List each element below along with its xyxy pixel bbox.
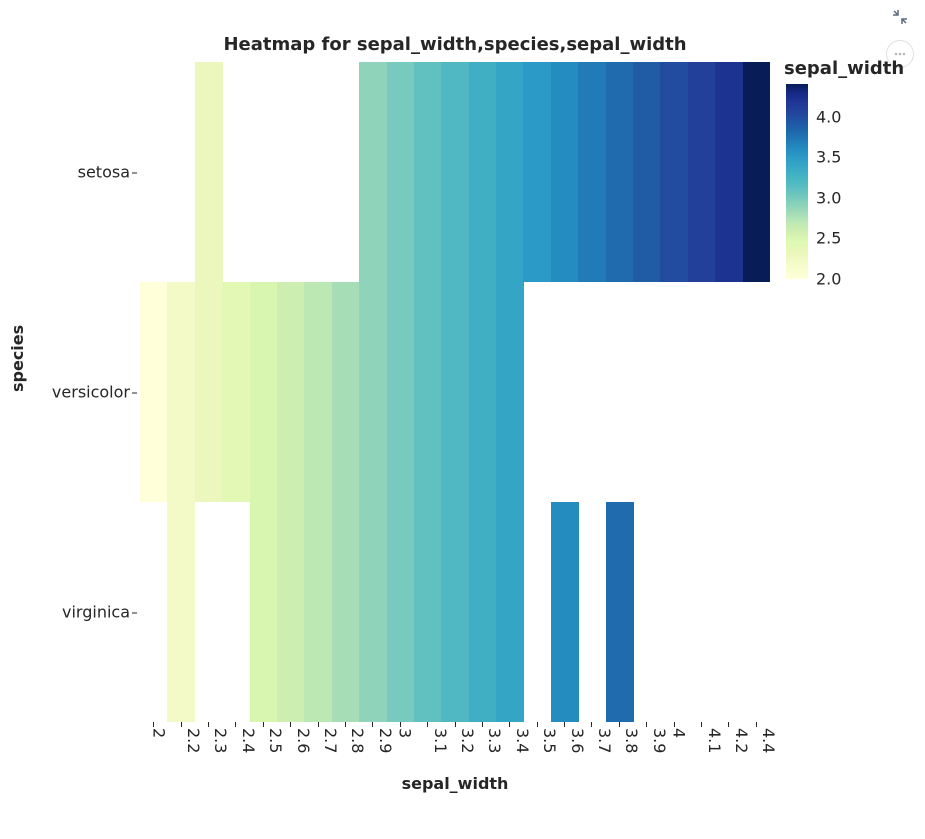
x-tick-label: 2.3: [212, 728, 231, 753]
x-tick-label: 2.8: [349, 728, 368, 753]
y-tick-label: virginica: [62, 603, 130, 622]
heatmap-cell: [441, 502, 469, 722]
heatmap-cell: [167, 502, 195, 722]
x-tick-label: 4.1: [705, 728, 724, 753]
colorbar-tick-label: 3.5: [816, 148, 841, 167]
heatmap-cell: [660, 62, 688, 282]
chart-title: Heatmap for sepal_width,species,sepal_wi…: [223, 34, 686, 55]
heatmap-cell: [304, 502, 332, 722]
colorbar-tick-label: 3.0: [816, 188, 841, 207]
heatmap-cell: [414, 502, 442, 722]
heatmap-cell: [332, 282, 360, 502]
heatmap-cell: [688, 62, 716, 282]
x-tick-label: 2.6: [294, 728, 313, 753]
x-tick-label: 3.5: [540, 728, 559, 753]
heatmap-cell: [414, 282, 442, 502]
heatmap-cell: [387, 502, 415, 722]
heatmap-cell: [441, 62, 469, 282]
heatmap-cell: [633, 62, 661, 282]
x-tick-label: 2.9: [376, 728, 395, 753]
heatmap-cell: [578, 62, 606, 282]
x-tick-label: 3.3: [486, 728, 505, 753]
x-tick-label: 3.6: [568, 728, 587, 753]
x-tick-row: 2 2.2 2.3 2.4 2.5 2.6 2.7 2.8 2.93 3.1 3.2 3.3 3.4 3.…: [140, 728, 770, 778]
heatmap-cell: [304, 282, 332, 502]
x-tick-label: 3.8: [623, 728, 642, 753]
heatmap-cell: [332, 502, 360, 722]
heatmap-grid: [140, 62, 770, 722]
heatmap-cell: [195, 62, 223, 282]
heatmap-cell: [496, 282, 524, 502]
heatmap-cell: [715, 62, 743, 282]
colorbar-tick-label: 4.0: [816, 107, 841, 126]
heatmap-cell: [250, 502, 278, 722]
heatmap-cell: [359, 62, 387, 282]
heatmap-cell: [523, 62, 551, 282]
y-tick-label: versicolor: [52, 383, 130, 402]
x-axis-label: sepal_width: [402, 774, 509, 793]
heatmap-cell: [441, 282, 469, 502]
heatmap-cell: [496, 502, 524, 722]
heatmap-cell: [551, 62, 579, 282]
colorbar-title: sepal_width: [784, 58, 904, 79]
y-tick-label: setosa: [78, 163, 130, 182]
heatmap-cell: [743, 62, 771, 282]
heatmap-cell: [496, 62, 524, 282]
heatmap-row: [140, 502, 770, 722]
x-tick-label: 3.2: [458, 728, 477, 753]
heatmap-cell: [469, 282, 497, 502]
x-tick-label: 2.5: [266, 728, 285, 753]
x-tick-label: 3.1: [431, 728, 450, 753]
x-tick-label: 2: [149, 728, 168, 738]
heatmap-cell: [551, 502, 579, 722]
heatmap-cell: [469, 62, 497, 282]
heatmap-cell: [222, 282, 250, 502]
x-tick-label: 4: [670, 728, 689, 738]
x-tick-label: 3.7: [595, 728, 614, 753]
heatmap-cell: [469, 502, 497, 722]
x-tick-label: 4.4: [760, 728, 779, 753]
figure: Heatmap for sepal_width,species,sepal_wi…: [0, 0, 925, 839]
x-tick-label: 3: [396, 728, 415, 738]
heatmap-row: [140, 282, 770, 502]
x-tick-label: 2.4: [239, 728, 258, 753]
x-tick-label: 4.2: [732, 728, 751, 753]
heatmap-cell: [140, 282, 168, 502]
heatmap-cell: [414, 62, 442, 282]
colorbar: [786, 84, 808, 279]
x-tick-label: 3.9: [650, 728, 669, 753]
heatmap-cell: [359, 502, 387, 722]
heatmap-cell: [167, 282, 195, 502]
y-axis-label: species: [8, 325, 27, 392]
heatmap-cell: [277, 282, 305, 502]
x-tick-label: 3.4: [513, 728, 532, 753]
heatmap-cell: [359, 282, 387, 502]
heatmap-cell: [387, 62, 415, 282]
x-tick-label: 2.2: [184, 728, 203, 753]
colorbar-tick-label: 2.5: [816, 229, 841, 248]
heatmap-cell: [606, 502, 634, 722]
heatmap-cell: [195, 282, 223, 502]
heatmap-row: [140, 62, 770, 282]
colorbar-tick-label: 2.0: [816, 270, 841, 289]
heatmap-cell: [387, 282, 415, 502]
compress-icon[interactable]: [887, 4, 913, 30]
heatmap-cell: [277, 502, 305, 722]
heatmap-cell: [606, 62, 634, 282]
heatmap-cell: [250, 282, 278, 502]
x-tick-label: 2.7: [321, 728, 340, 753]
